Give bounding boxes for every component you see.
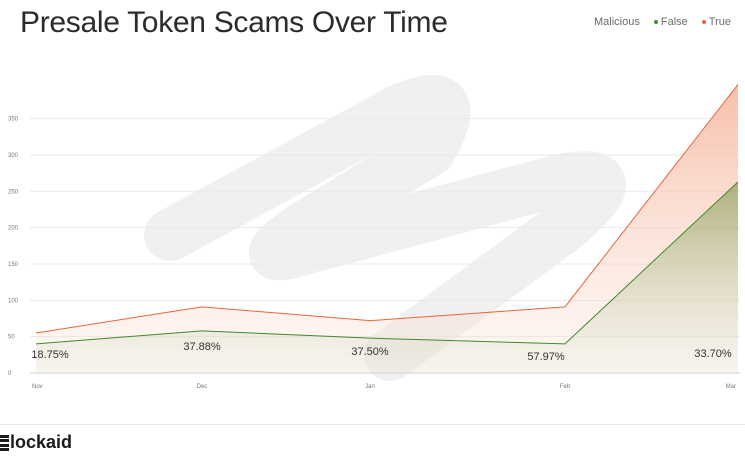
y-tick-label: 50 [8,335,15,341]
x-tick-label: Nov [32,384,43,390]
x-tick-label: Feb [560,384,571,390]
x-tick-label: Mar [726,384,736,390]
y-tick-label: 150 [8,262,19,268]
chart: 0 50 100 150 200 250 300 350 Nov Dec Jan Feb Mar 18… [8,75,740,390]
percent-label: 37.50% [351,346,389,358]
x-tick-label: Dec [197,384,208,390]
y-tick-label: 100 [8,298,19,304]
brand-text: lockaid [10,432,73,452]
line-true [35,84,739,334]
legend: Malicious False True [594,16,731,28]
footer-divider [0,424,745,425]
legend-label-true: True [708,16,731,28]
percent-label: 18.75% [31,349,69,361]
percent-label: 33.70% [694,348,732,360]
legend-label-false: False [660,16,688,28]
legend-item-true[interactable]: True [701,16,731,28]
y-tick-label: 200 [8,226,19,232]
y-tick-label: 300 [8,153,19,159]
percent-labels: 18.75% 37.88% 37.50% 57.97% 33.70% [31,341,732,363]
series-areas [35,84,739,373]
legend-item-false[interactable]: False [653,16,688,28]
y-tick-label: 0 [8,371,12,377]
chart-title: Presale Token Scams Over Time [20,6,448,39]
brand-logo: lockaid [0,432,72,453]
legend-dot-true [701,20,706,24]
percent-label: 37.88% [183,341,221,353]
y-axis: 0 50 100 150 200 250 300 350 [8,117,19,377]
y-tick-label: 250 [8,189,19,195]
line-false [35,181,739,345]
area-false [36,181,738,373]
blockaid-mark-icon [0,434,9,451]
watermark-logo [144,75,626,381]
x-axis: Nov Dec Jan Feb Mar [32,384,736,390]
legend-heading: Malicious [594,16,640,28]
y-tick-label: 350 [8,117,19,123]
percent-label: 57.97% [527,351,565,363]
x-tick-label: Jan [365,384,375,390]
legend-dot-false [653,20,658,24]
